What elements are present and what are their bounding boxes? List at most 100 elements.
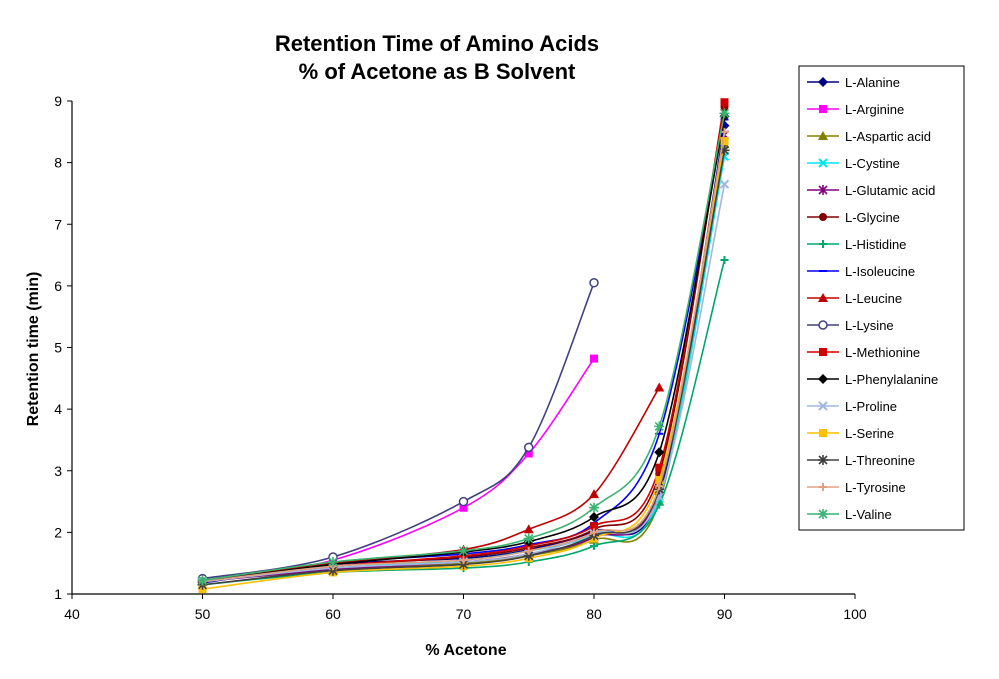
x-tick-label: 40 [64, 606, 80, 622]
legend-label: L-Cystine [845, 156, 900, 171]
data-point-l-tyrosine [459, 556, 468, 565]
legend-swatch-marker [819, 270, 827, 272]
data-point-l-phenylalanine [654, 447, 665, 458]
series-line-l-tyrosine [202, 131, 726, 583]
legend-swatch-marker [818, 401, 828, 411]
y-tick-label: 3 [54, 463, 62, 479]
legend-item-l-isoleucine: L-Isoleucine [807, 264, 915, 279]
data-point-l-valine [719, 108, 730, 119]
data-point-l-tyrosine [524, 546, 533, 555]
series-line-l-isoleucine [202, 119, 726, 584]
data-point-l-threonine [523, 550, 534, 561]
x-tick-label: 80 [586, 606, 602, 622]
data-point-l-valine [197, 575, 208, 586]
data-point-l-proline [719, 179, 730, 189]
data-point-l-histidine [590, 541, 598, 550]
series-l-valine [197, 108, 730, 586]
data-point-l-valine [523, 533, 534, 544]
legend-label: L-Isoleucine [845, 264, 915, 279]
legend-label: L-Aspartic acid [845, 129, 931, 144]
legend: L-Alanine L-Arginine L-Aspartic acid L-Cyst… [798, 65, 965, 531]
legend-swatch-marker [819, 429, 827, 437]
legend-item-l-threonine: L-Threonine [807, 453, 915, 468]
legend-item-l-serine: L-Serine [807, 426, 894, 441]
legend-item-l-cystine: L-Cystine [807, 156, 900, 171]
chart-subtitle: % of Acetone as B Solvent [299, 59, 576, 84]
legend-label: L-Phenylalanine [845, 372, 938, 387]
data-point-l-methionine [655, 463, 664, 472]
data-point-l-valine [589, 502, 599, 513]
data-point-l-leucine [654, 382, 665, 392]
series-l-cystine [197, 151, 730, 587]
data-point-l-phenylalanine [589, 511, 599, 522]
data-point-l-threonine [458, 559, 469, 570]
legend-item-l-lysine: L-Lysine [807, 318, 894, 333]
data-point-l-leucine [589, 489, 599, 499]
series-line-l-proline [202, 184, 726, 583]
legend-swatch-marker [818, 293, 828, 302]
y-tick-label: 4 [54, 401, 62, 417]
x-tick-label: 60 [325, 606, 341, 622]
legend-swatch-marker [818, 131, 828, 140]
legend-swatch-marker [819, 240, 827, 248]
data-point-l-lysine [524, 442, 534, 453]
series-line-l-leucine [202, 387, 660, 582]
legend-swatch-marker [818, 77, 828, 87]
series-line-l-phenylalanine [202, 116, 726, 583]
data-point-l-arginine [590, 354, 598, 363]
data-point-l-tyrosine [655, 482, 664, 491]
legend-label: L-Valine [845, 507, 892, 522]
data-point-l-valine [458, 545, 469, 556]
legend-label: L-Lysine [845, 318, 894, 333]
data-point-l-lysine [458, 496, 469, 507]
legend-label: L-Leucine [845, 291, 902, 306]
data-point-l-valine [328, 556, 338, 567]
y-axis-title: Retention time (min) [25, 272, 42, 427]
data-point-l-methionine [720, 98, 729, 107]
legend-label: L-Histidine [845, 237, 906, 252]
y-tick-label: 7 [54, 216, 62, 232]
legend-swatch-marker [819, 348, 827, 356]
series-layer [197, 98, 730, 594]
legend-swatch-marker [819, 105, 827, 113]
legend-label: L-Tyrosine [845, 480, 906, 495]
legend-item-l-glutamic-acid: L-Glutamic acid [807, 183, 935, 198]
legend-swatch-marker [818, 509, 828, 519]
legend-item-l-phenylalanine: L-Phenylalanine [807, 372, 938, 387]
data-point-l-threonine [719, 145, 730, 156]
legend-item-l-histidine: L-Histidine [807, 237, 906, 252]
y-tick-label: 6 [54, 278, 62, 294]
y-tick-label: 2 [54, 524, 62, 540]
tick-layer: 40 50 60 70 80 90 100 1 2 3 4 5 6 7 8 9 [54, 93, 867, 622]
x-tick-label: 90 [717, 606, 733, 622]
legend-label: L-Serine [845, 426, 894, 441]
series-line-l-lysine [202, 282, 595, 580]
legend-label: L-Glycine [845, 210, 900, 225]
legend-swatch-marker [819, 213, 827, 221]
chart-title: Retention Time of Amino Acids [275, 31, 599, 56]
y-tick-label: 8 [54, 155, 62, 171]
data-point-l-serine [655, 475, 664, 484]
data-point-l-histidine [720, 255, 729, 264]
data-point-l-tyrosine [720, 127, 729, 136]
data-point-l-threonine [328, 565, 338, 576]
x-tick-label: 70 [456, 606, 472, 622]
data-point-l-arginine [524, 449, 533, 458]
data-point-l-tyrosine [590, 528, 598, 537]
data-point-l-lysine [589, 278, 599, 288]
legend-item-l-leucine: L-Leucine [807, 291, 902, 306]
legend-label: L-Arginine [845, 102, 904, 117]
data-point-l-arginine [459, 503, 468, 512]
legend-swatch-marker [818, 158, 828, 168]
legend-item-l-alanine: L-Alanine [807, 75, 900, 90]
series-l-lysine [197, 278, 599, 584]
legend-label: L-Proline [845, 399, 897, 414]
legend-item-l-valine: L-Valine [807, 507, 892, 522]
legend-swatch-marker [819, 483, 827, 491]
legend-label: L-Alanine [845, 75, 900, 90]
legend-item-l-aspartic-acid: L-Aspartic acid [807, 129, 931, 144]
legend-swatch-marker [818, 185, 828, 195]
x-tick-label: 50 [195, 606, 211, 622]
legend-label: L-Methionine [845, 345, 920, 360]
